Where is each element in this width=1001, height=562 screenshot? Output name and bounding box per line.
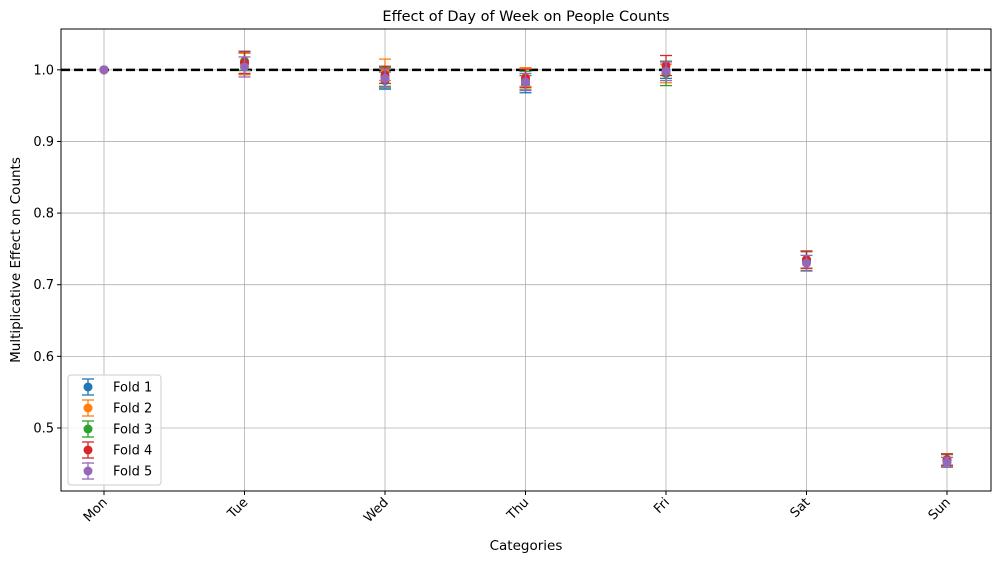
data-point — [942, 457, 952, 467]
legend-label: Fold 5 — [113, 465, 152, 480]
legend: Fold 1 Fold 2 Fold 3 Fold 4 Fold 5 — [67, 374, 162, 486]
data-point — [661, 66, 671, 76]
data-marks-layer — [99, 50, 953, 469]
data-point — [99, 65, 109, 75]
y-tick-label: 0.5 — [33, 421, 54, 436]
y-axis-label: Multiplicative Effect on Counts — [8, 157, 24, 363]
legend-marker — [83, 382, 93, 392]
legend-marker — [83, 445, 93, 455]
y-tick-label: 0.8 — [33, 207, 54, 222]
data-point — [802, 258, 811, 268]
legend-marker — [83, 403, 93, 413]
legend-label: Fold 3 — [113, 423, 152, 438]
y-tick-label: 0.7 — [33, 278, 54, 293]
data-point — [521, 77, 530, 87]
chart-title: Effect of Day of Week on People Counts — [382, 9, 669, 25]
grid-layer — [61, 29, 991, 491]
legend-label: Fold 1 — [113, 381, 152, 396]
y-tick-label: 0.9 — [33, 135, 54, 150]
legend-marker — [83, 466, 93, 476]
data-point — [240, 62, 249, 72]
y-tick-label: 1.0 — [33, 63, 54, 78]
legend-label: Fold 2 — [113, 402, 152, 417]
y-tick-label: 0.6 — [33, 350, 54, 365]
legend-marker — [83, 424, 93, 434]
x-axis-label: Categories — [490, 538, 563, 554]
legend-label: Fold 4 — [113, 444, 152, 459]
series-5 — [99, 56, 953, 469]
data-point — [380, 73, 390, 83]
